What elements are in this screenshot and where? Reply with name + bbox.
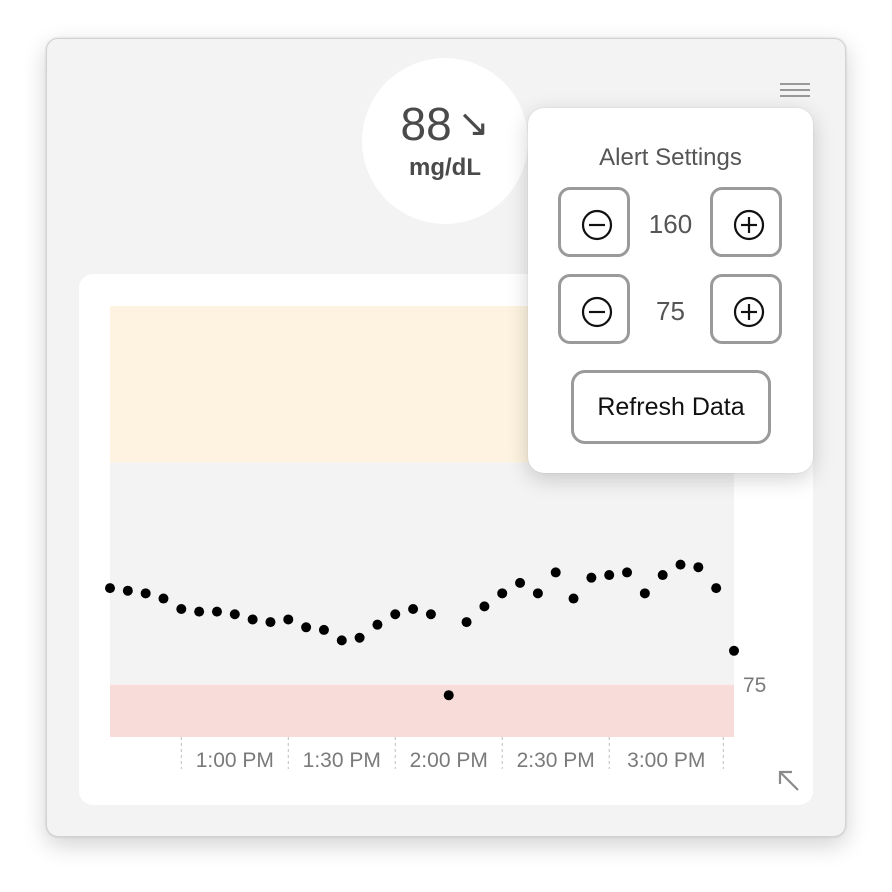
minus-circle-icon	[581, 209, 613, 241]
data-point	[336, 635, 347, 646]
x-tick-label: 2:00 PM	[410, 749, 488, 772]
data-point	[194, 606, 205, 617]
high-threshold-value: 160	[648, 209, 693, 239]
data-point	[283, 614, 294, 625]
data-point	[479, 601, 490, 612]
x-tick-label: 3:00 PM	[627, 749, 705, 772]
hamburger-menu-icon[interactable]	[780, 80, 810, 100]
low-threshold-increase-button[interactable]	[710, 274, 782, 344]
data-point	[586, 572, 597, 583]
glucose-value: 88 ↘	[362, 98, 528, 150]
data-point	[675, 559, 686, 570]
low-threshold-value: 75	[656, 296, 685, 326]
data-point	[372, 619, 383, 630]
low-range-band	[110, 684, 734, 737]
glucose-value-number: 88	[400, 98, 452, 150]
low-threshold-decrease-button[interactable]	[558, 274, 630, 344]
plus-circle-icon	[733, 296, 765, 328]
x-tick-label: 1:00 PM	[196, 749, 274, 772]
data-point	[425, 609, 436, 620]
data-point	[122, 585, 133, 596]
trend-arrow-icon: ↘	[457, 103, 490, 145]
alert-settings-popover: Alert Settings 160 75 Refresh Data	[528, 108, 813, 473]
data-point	[176, 604, 187, 615]
data-point	[408, 604, 419, 615]
minus-circle-icon	[581, 296, 613, 328]
y-tick-label: 75	[743, 674, 766, 697]
refresh-data-button[interactable]: Refresh Data	[571, 370, 771, 444]
data-point	[265, 617, 276, 628]
data-point	[550, 567, 561, 578]
high-threshold-decrease-button[interactable]	[558, 187, 630, 257]
alert-settings-title: Alert Settings	[599, 144, 742, 171]
data-point	[639, 588, 650, 599]
data-point	[711, 583, 722, 594]
data-point	[497, 588, 508, 599]
data-point	[532, 588, 543, 599]
data-point	[568, 593, 579, 604]
data-point	[604, 570, 615, 581]
data-point	[443, 690, 454, 701]
target-range-band	[110, 462, 734, 685]
data-point	[211, 606, 222, 617]
x-tick-label: 1:30 PM	[303, 749, 381, 772]
data-point	[729, 645, 739, 656]
plus-circle-icon	[733, 209, 765, 241]
high-threshold-increase-button[interactable]	[710, 187, 782, 257]
data-point	[247, 614, 258, 625]
data-point	[515, 577, 526, 588]
glucose-reading-circle: 88 ↘ mg/dL	[362, 58, 528, 224]
x-tick-label: 2:30 PM	[517, 749, 595, 772]
collapse-arrow-icon[interactable]	[776, 768, 802, 794]
data-point	[657, 570, 668, 581]
data-point	[229, 609, 240, 620]
data-point	[461, 617, 472, 628]
data-point	[105, 583, 115, 594]
glucose-unit: mg/dL	[409, 154, 481, 181]
data-point	[354, 632, 365, 643]
data-point	[158, 593, 169, 604]
data-point	[622, 567, 633, 578]
data-point	[693, 562, 704, 573]
data-point	[140, 588, 151, 599]
data-point	[301, 622, 312, 633]
data-point	[318, 624, 329, 635]
data-point	[390, 609, 401, 620]
